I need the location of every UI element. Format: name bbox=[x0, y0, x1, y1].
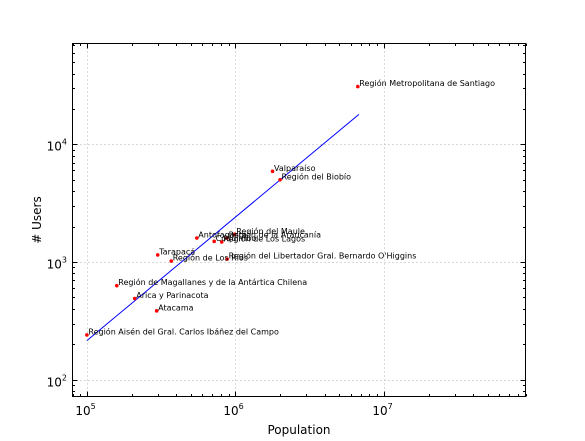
data-point bbox=[114, 283, 119, 288]
y-tick-label: 103 bbox=[47, 256, 67, 272]
data-point bbox=[356, 84, 360, 89]
y-axis-label: # Users bbox=[30, 196, 44, 243]
point-labels-layer: Región Metropolitana de Santiago Valparaí… bbox=[88, 78, 495, 336]
data-point bbox=[212, 239, 216, 244]
data-point bbox=[232, 232, 237, 237]
data-point bbox=[85, 333, 89, 337]
point-label: Valparaíso bbox=[274, 164, 316, 173]
data-point bbox=[195, 236, 199, 240]
data-point bbox=[225, 257, 229, 261]
fit-line-layer bbox=[86, 113, 360, 341]
data-point bbox=[169, 259, 174, 263]
point-label: Tarapacá bbox=[158, 247, 195, 256]
point-label: Región de Los Lagos bbox=[223, 234, 305, 244]
point-label: Región del Biobío bbox=[282, 171, 352, 181]
data-point bbox=[270, 169, 275, 174]
point-label: Región de Los Ríos bbox=[173, 253, 248, 263]
point-label: Arica y Parinacota bbox=[136, 291, 208, 300]
data-point bbox=[154, 309, 159, 313]
data-point bbox=[278, 178, 282, 182]
point-label: Región Aisén del Gral. Carlos Ibáñez del… bbox=[88, 326, 279, 336]
y-tick-label: 102 bbox=[47, 374, 67, 390]
ticks-layer: 105 106 107 102 103 104 bbox=[47, 43, 527, 418]
point-label: Región del Libertador Gral. Bernardo O'H… bbox=[229, 251, 417, 261]
point-label: Región de Magallanes y de la Antártica C… bbox=[118, 277, 307, 287]
point-label: Región Metropolitana de Santiago bbox=[359, 78, 495, 88]
point-label: Región de la Araucanía bbox=[229, 230, 321, 240]
data-point bbox=[219, 240, 224, 244]
data-point bbox=[155, 253, 160, 257]
x-tick-label: 106 bbox=[223, 402, 243, 418]
x-tick-label: 107 bbox=[372, 402, 392, 418]
point-label: Región del Maule bbox=[236, 226, 305, 236]
point-label: Coquimbo bbox=[216, 234, 257, 243]
data-point bbox=[132, 296, 137, 301]
grid-layer bbox=[72, 43, 526, 397]
plot-frame bbox=[72, 43, 526, 397]
point-label: Antofagasta bbox=[198, 231, 247, 240]
y-tick-label: 104 bbox=[47, 138, 67, 154]
x-tick-label: 105 bbox=[75, 402, 95, 418]
fit-line bbox=[86, 113, 360, 341]
x-axis-label: Population bbox=[267, 423, 330, 437]
point-label: Atacama bbox=[158, 303, 193, 312]
data-point bbox=[225, 236, 229, 240]
points-layer bbox=[85, 84, 360, 337]
